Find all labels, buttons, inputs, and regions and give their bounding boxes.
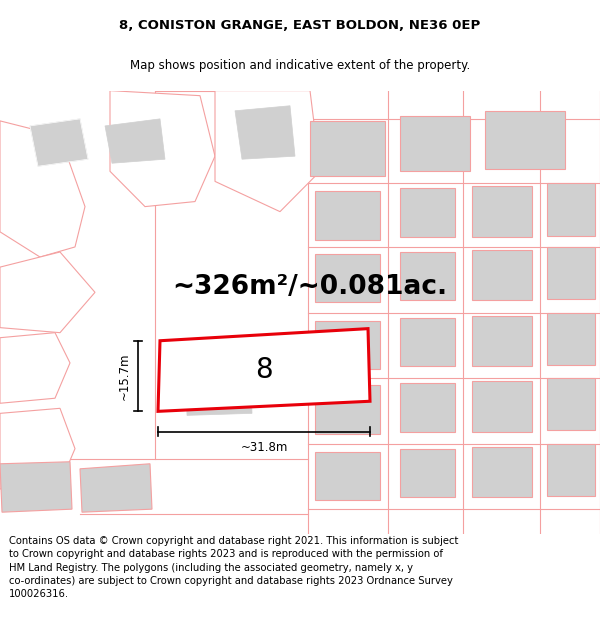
- Polygon shape: [30, 119, 88, 166]
- Polygon shape: [400, 318, 455, 366]
- Polygon shape: [547, 444, 595, 496]
- Polygon shape: [547, 312, 595, 365]
- Text: 8: 8: [255, 356, 273, 384]
- Polygon shape: [0, 332, 70, 403]
- Polygon shape: [315, 191, 380, 240]
- Text: ~31.8m: ~31.8m: [241, 441, 287, 454]
- Polygon shape: [0, 121, 85, 257]
- Polygon shape: [110, 91, 215, 207]
- Polygon shape: [105, 119, 165, 163]
- Polygon shape: [485, 111, 565, 169]
- Text: 8, CONISTON GRANGE, EAST BOLDON, NE36 0EP: 8, CONISTON GRANGE, EAST BOLDON, NE36 0E…: [119, 19, 481, 32]
- Polygon shape: [315, 321, 380, 369]
- Polygon shape: [80, 464, 152, 512]
- Polygon shape: [0, 252, 95, 332]
- Polygon shape: [310, 121, 385, 176]
- Polygon shape: [315, 385, 380, 434]
- Polygon shape: [0, 408, 75, 489]
- Text: Map shows position and indicative extent of the property.: Map shows position and indicative extent…: [130, 59, 470, 72]
- Polygon shape: [472, 186, 532, 237]
- Polygon shape: [315, 254, 380, 302]
- Polygon shape: [215, 91, 320, 212]
- Text: Contains OS data © Crown copyright and database right 2021. This information is : Contains OS data © Crown copyright and d…: [9, 536, 458, 599]
- Polygon shape: [315, 452, 380, 500]
- Polygon shape: [235, 106, 295, 159]
- Text: ~326m²/~0.081ac.: ~326m²/~0.081ac.: [172, 274, 448, 300]
- Polygon shape: [400, 116, 470, 171]
- Polygon shape: [400, 383, 455, 431]
- Text: ~15.7m: ~15.7m: [118, 352, 131, 400]
- Polygon shape: [472, 381, 532, 431]
- Polygon shape: [400, 189, 455, 237]
- Polygon shape: [400, 252, 455, 301]
- Polygon shape: [472, 250, 532, 301]
- Polygon shape: [185, 345, 252, 416]
- Polygon shape: [472, 316, 532, 366]
- Polygon shape: [547, 378, 595, 431]
- Polygon shape: [472, 447, 532, 497]
- Polygon shape: [547, 183, 595, 236]
- Polygon shape: [400, 449, 455, 497]
- Polygon shape: [158, 329, 370, 411]
- Polygon shape: [547, 247, 595, 299]
- Polygon shape: [0, 462, 72, 512]
